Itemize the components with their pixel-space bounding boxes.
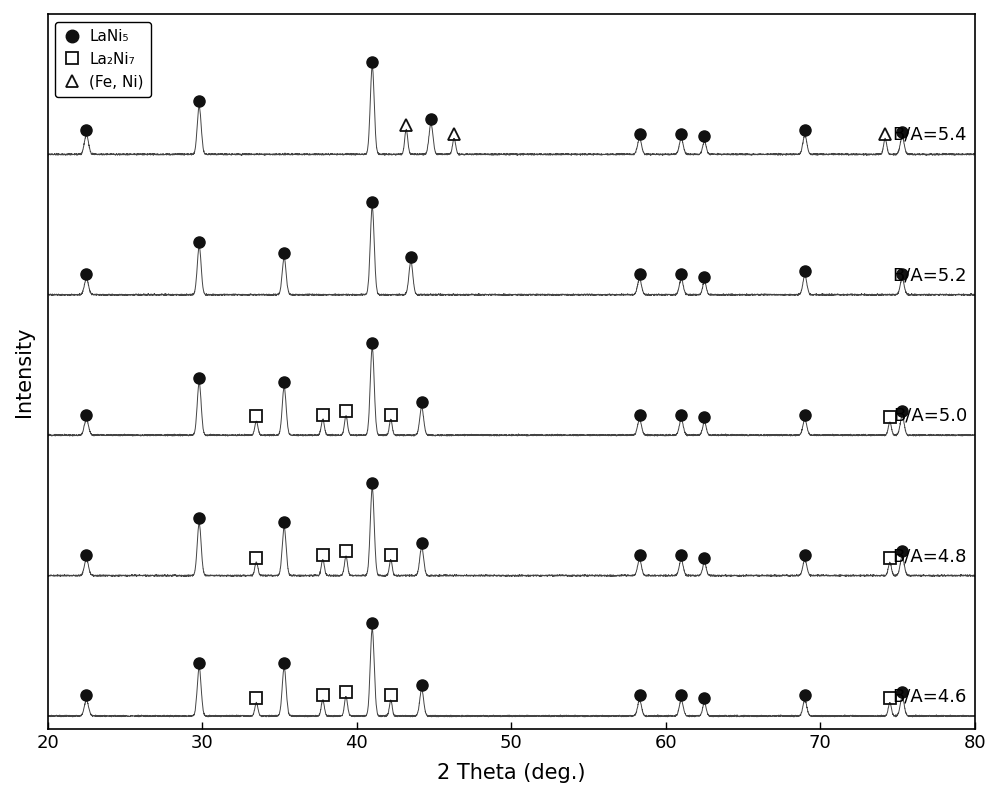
Text: B/A=5.4: B/A=5.4 [893,126,967,143]
Text: B/A=5.2: B/A=5.2 [893,266,967,285]
Y-axis label: Intensity: Intensity [14,326,34,417]
X-axis label: 2 Theta (deg.): 2 Theta (deg.) [437,763,586,783]
Text: B/A=4.8: B/A=4.8 [893,547,967,565]
Text: B/A=5.0: B/A=5.0 [893,406,967,425]
Text: B/A=4.6: B/A=4.6 [893,688,967,705]
Legend: LaNi₅, La₂Ni₇, (Fe, Ni): LaNi₅, La₂Ni₇, (Fe, Ni) [55,22,151,97]
